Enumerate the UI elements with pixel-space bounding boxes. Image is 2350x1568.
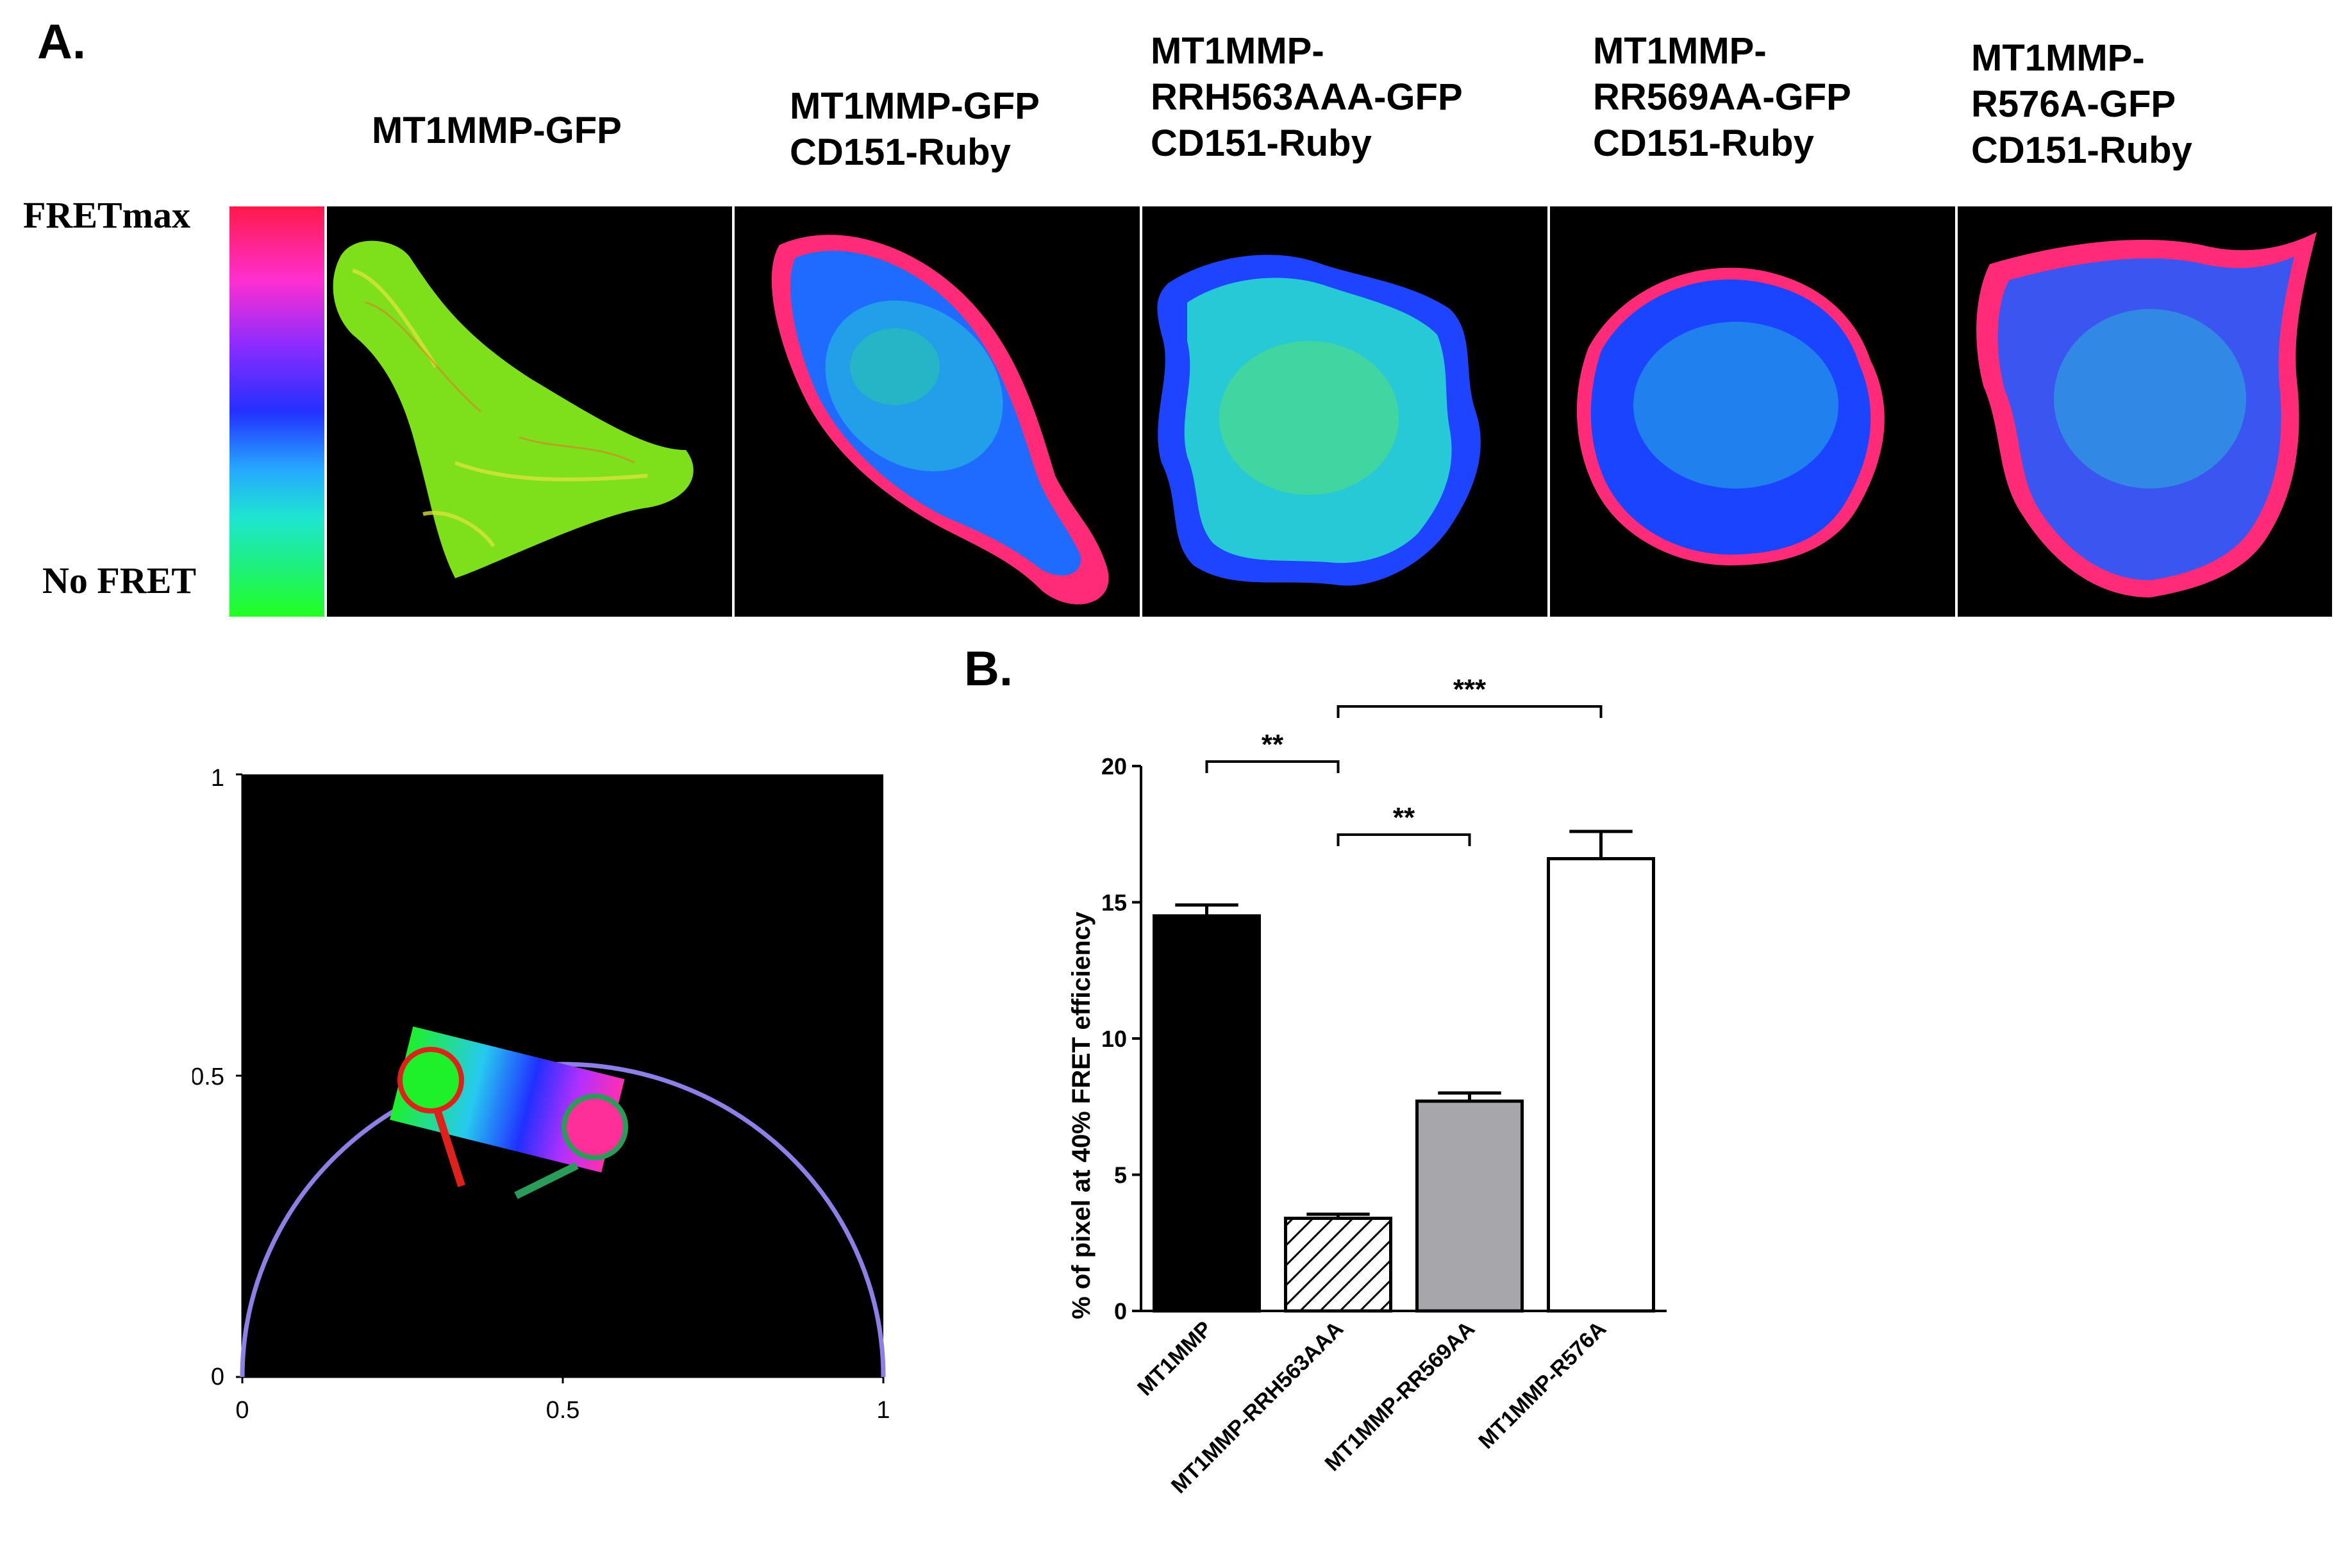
- phasor-y-tick: 0.5: [192, 1063, 224, 1090]
- phasor-plot: 1 0.5 0 0 0.5 1: [192, 765, 890, 1424]
- column-title-3: MT1MMP- RRH563AAA-GFP CD151-Ruby: [1151, 30, 1463, 164]
- y-tick-label: 0: [1114, 1298, 1127, 1324]
- column-title-4: MT1MMP- RR569AA-GFP CD151-Ruby: [1593, 30, 1851, 164]
- bar: [1153, 914, 1261, 1313]
- column-title-1: MT1MMP-GFP: [372, 110, 622, 151]
- x-tick-label: MT1MMP-R576A: [1474, 1317, 1611, 1454]
- y-tick-label: 15: [1101, 890, 1127, 916]
- bar: [1415, 1099, 1524, 1313]
- cell-image-4: [1550, 206, 1955, 617]
- bar: [1284, 1217, 1392, 1313]
- bar-chart: % of pixel at 40% FRET efficiency 0 5 10 15…: [1067, 674, 1667, 1498]
- phasor-y-tick: 1: [211, 765, 224, 792]
- significance-label: ***: [1453, 674, 1487, 705]
- significance-brackets: *******: [1205, 674, 1603, 846]
- significance-bracket: [1205, 760, 1340, 773]
- colorbar-max-label: FRETmax: [23, 194, 190, 236]
- x-tick-labels: MT1MMPMT1MMP-RRH563AAAMT1MMP-RR569AAMT1M…: [1133, 1317, 1611, 1498]
- fret-colorbar: [229, 206, 324, 617]
- phasor-x-tick: 1: [876, 1397, 890, 1424]
- column-title-2: MT1MMP-GFP CD151-Ruby: [790, 85, 1040, 173]
- y-axis: 0 5 10 15 20: [1101, 753, 1667, 1324]
- panel-a-label: A.: [37, 15, 86, 69]
- y-axis-label: % of pixel at 40% FRET efficiency: [1067, 911, 1096, 1319]
- phasor-x-tick: 0: [235, 1397, 249, 1424]
- green-cursor-circle: [562, 1094, 628, 1160]
- significance-bracket: [1337, 833, 1471, 846]
- red-cursor-handle: [432, 1105, 465, 1187]
- colorbar-min-label: No FRET: [42, 560, 197, 601]
- x-tick-label: MT1MMP: [1133, 1317, 1217, 1401]
- significance-bracket: [1337, 705, 1603, 718]
- cell-image-5: [1958, 206, 2332, 617]
- significance-label: **: [1262, 729, 1284, 760]
- bars: [1153, 830, 1655, 1313]
- panel-b-label: B.: [964, 642, 1013, 696]
- red-cursor-circle: [397, 1047, 464, 1113]
- significance-label: **: [1393, 802, 1415, 833]
- phasor-x-tick: 0.5: [546, 1397, 580, 1424]
- y-tick-label: 10: [1101, 1026, 1127, 1052]
- cell-image-3: [1142, 206, 1547, 617]
- cell-image-2: [735, 206, 1140, 617]
- column-title-5: MT1MMP- R576A-GFP CD151-Ruby: [1971, 37, 2192, 171]
- phasor-y-tick: 0: [211, 1364, 224, 1390]
- x-tick-label: MT1MMP-RR569AA: [1321, 1317, 1480, 1476]
- y-tick-label: 5: [1114, 1162, 1127, 1189]
- y-tick-label: 20: [1101, 753, 1127, 780]
- bar: [1547, 857, 1655, 1313]
- cell-image-1: [327, 206, 732, 617]
- green-cursor-handle: [514, 1162, 579, 1199]
